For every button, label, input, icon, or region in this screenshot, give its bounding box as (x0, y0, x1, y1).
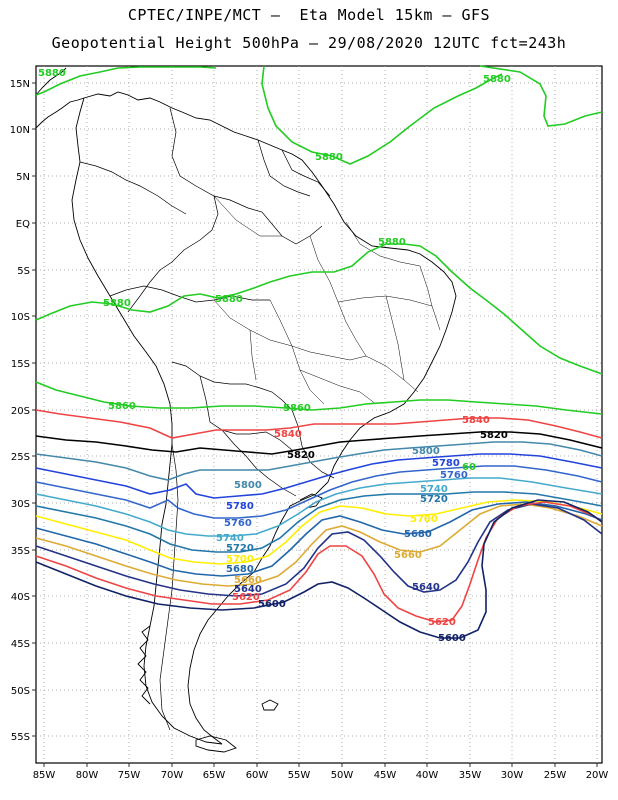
lat-label: 15N (10, 79, 30, 90)
contour-labels: 5880 5880 5880 5880 5880 5880 5860 5860 5840 5840… (38, 68, 511, 644)
contour-label-5740: 5740 (216, 533, 244, 544)
lat-label: 35S (11, 546, 30, 557)
map-title-line1: CPTEC/INPE/MCT — Eta Model 15km — GFS (127, 6, 491, 24)
contour-lines (35, 65, 603, 639)
contour-label-5820: 5820 (287, 450, 315, 461)
contour-5880 (35, 66, 217, 96)
lat-label: 10N (10, 125, 30, 136)
contour-label-5800: 5800 (412, 446, 440, 457)
lon-label: 70W (161, 770, 184, 781)
contour-label-5880: 5880 (38, 68, 66, 79)
contour-5880 (35, 381, 603, 415)
contour-label-5600: 5600 (438, 633, 466, 644)
lat-label: 50S (11, 686, 30, 697)
map-frame (35, 65, 603, 764)
lon-label: 65W (203, 770, 226, 781)
map-title-line2: Geopotential Height 500hPa — 29/08/2020 … (51, 34, 567, 52)
contour-5740 (35, 477, 603, 537)
lat-label: 30S (11, 499, 30, 510)
contour-label-5800: 5800 (234, 480, 262, 491)
contour-label-5660: 5660 (394, 550, 422, 561)
brazil-state-borders (213, 195, 441, 405)
country-borders (79, 107, 335, 731)
contour-label-5700: 5700 (410, 514, 438, 525)
lat-label: 40S (11, 592, 30, 603)
contour-label-5600: 5600 (258, 599, 286, 610)
contour-5640 (35, 503, 603, 597)
lat-label: 20S (11, 406, 30, 417)
lat-label: 55S (11, 732, 30, 743)
contour-label-5740: 5740 (420, 484, 448, 495)
contour-label-5880: 5880 (215, 294, 243, 305)
contour-label-5840: 5840 (462, 415, 490, 426)
lat-label: 5S (17, 266, 30, 277)
contour-5760 (35, 465, 603, 519)
contour-label-5660: 5660 (234, 575, 262, 586)
lat-label: 25S (11, 452, 30, 463)
contour-5800 (35, 441, 603, 481)
lat-label: EQ (16, 219, 30, 230)
contour-label-5880: 5880 (103, 298, 131, 309)
contour-label-5640: 5640 (234, 584, 262, 595)
contour-5600 (35, 499, 603, 639)
contour-label-5620: 5620 (232, 592, 260, 603)
lon-label: 50W (331, 770, 354, 781)
lat-label: 15S (11, 359, 30, 370)
lat-lon-grid (32, 66, 602, 767)
contour-label-5620: 5620 (428, 617, 456, 628)
contour-label-5860: 5860 (108, 401, 136, 412)
lon-label: 25W (544, 770, 567, 781)
contour-label-5700: 5700 (226, 554, 254, 565)
lon-label: 45W (374, 770, 397, 781)
lon-label: 20W (586, 770, 609, 781)
longitude-labels: 85W 80W 75W 70W 65W 60W 55W 50W 45W 40W 35W 30W 25W 2… (33, 770, 609, 781)
contour-label-60: 60 (462, 462, 476, 473)
contour-5880 (479, 65, 603, 127)
latitude-labels: 15N 10N 5N EQ 5S 10S 15S 20S 25S 30S 35S 40S 45S 50S 5… (10, 79, 30, 743)
lon-label: 85W (33, 770, 56, 781)
lat-label: 45S (11, 639, 30, 650)
contour-label-5780: 5780 (226, 501, 254, 512)
lon-label: 40W (416, 770, 439, 781)
contour-5720 (35, 491, 603, 553)
contour-5820 (35, 431, 603, 455)
contour-label-5820: 5820 (480, 430, 508, 441)
contour-5700 (35, 499, 603, 565)
lon-label: 30W (501, 770, 524, 781)
contour-label-5860: 5860 (283, 403, 311, 414)
contour-label-5880: 5880 (315, 152, 343, 163)
contour-label-5680: 5680 (226, 564, 254, 575)
contour-5660 (35, 503, 603, 587)
lon-label: 35W (459, 770, 482, 781)
contour-5680 (35, 501, 603, 577)
lon-label: 60W (246, 770, 269, 781)
contour-label-5840: 5840 (274, 429, 302, 440)
lon-label: 75W (118, 770, 141, 781)
contour-label-5680: 5680 (404, 529, 432, 540)
contour-5880 (261, 65, 503, 165)
lon-label: 80W (76, 770, 99, 781)
contour-label-5640: 5640 (412, 582, 440, 593)
contour-label-5880: 5880 (483, 74, 511, 85)
lat-label: 5N (16, 172, 30, 183)
contour-label-5880: 5880 (378, 237, 406, 248)
contour-label-5760: 5760 (224, 518, 252, 529)
contour-label-5780: 5780 (432, 458, 460, 469)
contour-5840 (35, 409, 603, 439)
contour-label-5720: 5720 (420, 494, 448, 505)
lon-label: 55W (288, 770, 311, 781)
contour-label-5760: 5760 (440, 470, 468, 481)
contour-label-5720: 5720 (226, 543, 254, 554)
lat-label: 10S (11, 312, 30, 323)
contour-5780 (35, 453, 603, 499)
coastline (35, 67, 457, 753)
contour-5880 (35, 243, 603, 375)
